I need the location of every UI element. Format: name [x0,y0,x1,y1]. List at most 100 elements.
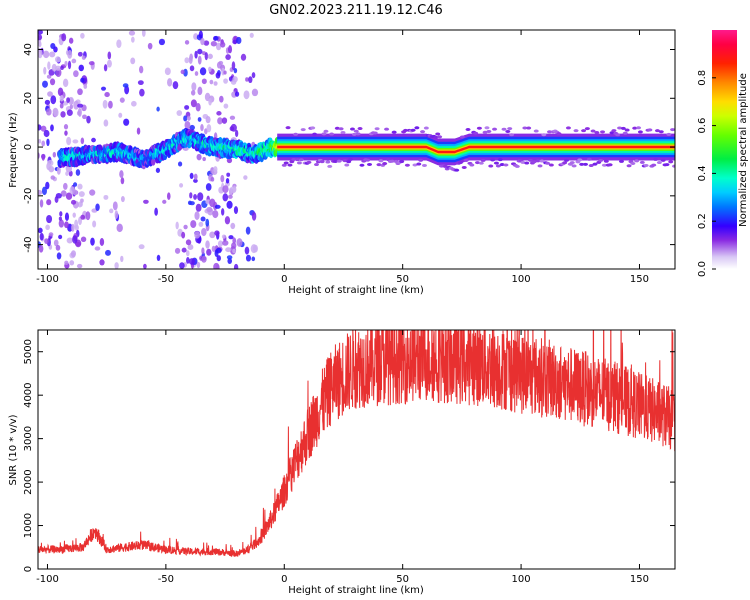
spectrogram-speckle [184,40,190,45]
x-tick-label: 50 [396,574,409,585]
spectrogram-speckle [232,76,238,83]
spectrogram-halo [478,161,484,165]
spectrogram-speckle [231,61,236,71]
spectrogram-halo [421,163,427,167]
spectrogram-speckle [99,259,105,266]
spectrogram-speckle [213,81,218,86]
spectrogram-speckle [131,100,137,107]
spectrogram-speckle [38,124,42,131]
spectrogram-speckle [46,108,52,116]
spectrogram-speckle [73,70,79,78]
colorbar-label: Normalized spectral amplitude [738,73,749,227]
spectrogram-speckle [162,199,167,204]
spectrogram-halo [586,157,592,161]
spectrogram-speckle [64,212,70,222]
spectrogram-halo [355,132,361,136]
spectrogram-speckle [38,34,43,41]
spectrogram-speckle [60,65,64,71]
y-tick-label: 2000 [23,469,34,494]
spectrogram-halo [514,164,520,168]
spectrogram-speckle [251,88,259,97]
spectrogram-speckle [221,117,228,124]
spectrogram-speckle [95,203,100,211]
spectrogram-speckle [225,54,231,61]
spectrogram-speckle [70,199,77,205]
spectrogram-speckle [191,82,197,92]
spectrogram-ridge-cell [218,136,223,145]
spectrogram-halo [626,164,632,168]
spectrogram-halo [296,161,302,165]
spectrogram-speckle [114,262,119,269]
spectrogram-speckle [80,214,86,220]
spectrogram-halo [319,160,325,164]
spectrogram-speckle [199,67,207,76]
spectrogram-ridge-cell [151,158,156,166]
spectrogram-speckle [53,239,59,247]
spectrogram-speckle [44,99,51,105]
spectrogram-speckle [116,223,123,233]
spectrogram-speckle [214,249,219,257]
spectrogram-speckle [193,193,197,200]
spectrogram-speckle [139,65,144,74]
spectrogram-halo [526,126,532,130]
spectrogram-speckle [52,151,57,158]
spectrogram-speckle [38,189,43,196]
spectrogram-speckle [78,191,85,197]
spectrogram-halo [545,161,551,165]
spectrogram-speckle [90,237,95,246]
spectrogram-speckle [209,198,216,208]
spectrogram-halo [630,161,636,165]
spectrogram-speckle [154,207,158,216]
spectrogram-speckle [65,192,73,200]
spectrogram-speckle [220,174,225,183]
spectrogram-speckle [234,91,240,97]
spectrogram-halo [562,161,568,165]
spectrogram-speckle [222,185,229,194]
spectrogram-halo [537,164,543,168]
spectrogram-speckle [94,246,101,251]
spectrogram-speckle [200,37,205,46]
spectrogram-halo [353,129,359,133]
spectrogram-speckle [206,124,212,133]
spectrogram-speckle [72,235,78,244]
spectrogram-speckle [224,216,231,225]
spectrogram-speckle [70,250,77,258]
spectrogram-speckle [243,175,248,180]
spectrogram-speckle [76,263,83,269]
spectrogram-halo [348,157,354,161]
spectrogram-speckle [69,104,73,110]
spectrogram-y-ticks: -40 -20 0 20 40 [23,43,675,253]
spectrogram-speckle [128,30,136,36]
spectrogram-speckle [108,100,113,109]
spectrogram-speckle [236,36,242,45]
x-tick-label: -50 [158,274,174,285]
spectrogram-halo [313,163,319,167]
spectrogram-speckle [91,137,96,143]
spectrogram-speckle [200,124,204,132]
spectrogram-speckle [112,201,118,211]
spectrogram-speckle [138,244,145,250]
spectrogram-speckle [80,198,84,203]
spectrogram-halo [376,163,382,167]
spectrogram-halo [493,161,499,165]
x-tick-label: 0 [281,574,287,585]
spectrogram-speckle [233,67,238,74]
spectrogram-speckle [66,237,73,244]
spectrogram-halo [531,160,537,164]
spectrogram-speckle [120,196,125,203]
spectrogram-speckle [245,254,252,262]
spectrogram-speckle [205,115,211,124]
spectrogram-halo [418,158,424,162]
spectrogram-speckle [83,84,88,89]
spectrogram-speckle [190,99,197,108]
spectrogram-halo [476,126,482,130]
spectrogram-speckle [204,52,209,61]
spectrogram-speckle [67,49,73,59]
spectrogram-speckle [49,78,56,86]
spectrogram-speckle [223,70,227,75]
spectrogram-halo [475,161,481,165]
spectrogram-speckle [194,50,198,59]
colorbar-tick-label: 0.2 [697,213,708,229]
spectrogram-speckle [167,78,173,87]
spectrogram-halo [310,126,316,130]
